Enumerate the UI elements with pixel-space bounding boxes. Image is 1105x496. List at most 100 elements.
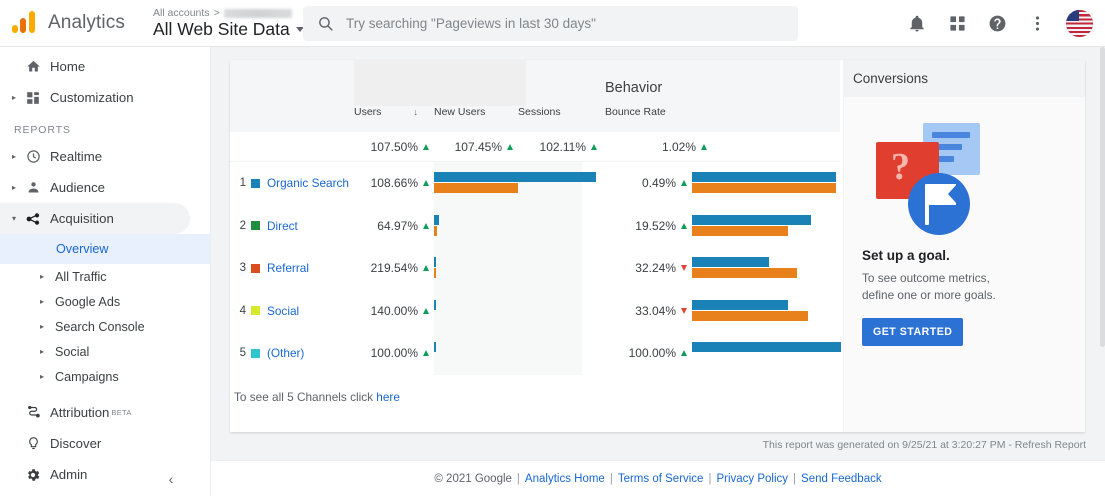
chevron-right-icon: ▸ <box>11 152 16 161</box>
column-header-sessions[interactable]: Sessions <box>518 106 561 118</box>
footer: © 2021 Google | Analytics Home | Terms o… <box>211 460 1105 496</box>
see-all-link[interactable]: here <box>376 390 400 404</box>
more-vert-icon[interactable] <box>1026 13 1048 35</box>
breadcrumb-separator: > <box>213 7 220 19</box>
bounce-bar-orange <box>692 310 808 321</box>
summary-users: 107.50% <box>354 140 434 154</box>
help-icon[interactable] <box>986 13 1008 35</box>
footer-link-privacy[interactable]: Privacy Policy <box>716 472 789 485</box>
sidebar-subitem-overview[interactable]: Overview <box>0 234 210 264</box>
sidebar-subitem-campaigns[interactable]: ▸ Campaigns <box>0 364 210 389</box>
channel-name[interactable]: (Other) <box>267 346 305 361</box>
row-bounce-metric: 33.04% <box>582 304 692 318</box>
sidebar-item-attribution[interactable]: Attribution BETA <box>0 397 210 428</box>
channel-color-swatch <box>251 306 260 316</box>
account-selector[interactable]: All accounts > All Web Site Data <box>153 8 304 38</box>
home-icon <box>20 59 46 74</box>
conversions-body: ? Set up a goal. To see outcome metrics,… <box>844 97 1085 347</box>
top-bar: Analytics All accounts > All Web Site Da… <box>0 0 1105 47</box>
row-bounce-metric: 19.52% <box>582 219 692 233</box>
chevron-right-icon: ▸ <box>40 272 45 281</box>
avatar[interactable] <box>1066 10 1093 37</box>
channel-name[interactable]: Referral <box>267 261 309 276</box>
sidebar-subitem-label: Search Console <box>55 319 145 334</box>
bounce-bar-orange <box>692 225 788 236</box>
arrow-up-icon <box>681 350 687 357</box>
column-header-users[interactable]: Users ↓ <box>354 106 419 118</box>
channel-name[interactable]: Direct <box>267 218 298 233</box>
sidebar-subitem-social[interactable]: ▸ Social <box>0 339 210 364</box>
page-scrollbar[interactable] <box>1100 47 1105 496</box>
channel-name[interactable]: Organic Search <box>267 176 349 191</box>
chevron-left-icon[interactable]: ‹ <box>168 471 174 487</box>
sidebar-subitem-google-ads[interactable]: ▸ Google Ads <box>0 289 210 314</box>
table-row[interactable]: 5 (Other) 100.00% 100.00% <box>230 332 841 375</box>
attribution-icon <box>20 405 46 420</box>
sidebar-item-realtime[interactable]: ▸ Realtime <box>0 141 210 172</box>
table-row[interactable]: 2 Direct 64.97% 19.52% <box>230 204 840 247</box>
users-bar-orange <box>434 183 519 193</box>
row-index: 3 <box>239 262 246 275</box>
flag-pole-icon <box>925 184 929 225</box>
breadcrumb-all-accounts[interactable]: All accounts <box>152 7 210 19</box>
arrow-down-icon <box>681 307 687 314</box>
sidebar-subitem-search-console[interactable]: ▸ Search Console <box>0 314 210 339</box>
row-users-bars <box>434 204 582 247</box>
bell-icon[interactable] <box>906 13 928 35</box>
search-icon <box>319 17 333 31</box>
sidebar-item-home[interactable]: Home <box>0 51 210 82</box>
group-behavior: Behavior <box>605 80 663 96</box>
row-channel: 5 (Other) <box>230 346 354 360</box>
sidebar-subitem-all-traffic[interactable]: ▸ All Traffic <box>0 264 210 289</box>
column-header-bounce-rate[interactable]: Bounce Rate <box>605 106 666 118</box>
search-input[interactable] <box>346 16 784 31</box>
footer-link-terms[interactable]: Terms of Service <box>617 472 704 485</box>
conversions-title: Conversions <box>844 60 1085 97</box>
scrollbar-thumb[interactable] <box>1100 47 1105 347</box>
footer-link-feedback[interactable]: Send Feedback <box>801 472 882 485</box>
channel-name[interactable]: Social <box>267 303 300 318</box>
sidebar-item-admin[interactable]: Admin <box>0 459 210 490</box>
sort-descending-icon[interactable]: ↓ <box>413 107 419 117</box>
sidebar-subitem-label: Campaigns <box>55 369 119 384</box>
sidebar-item-discover[interactable]: Discover <box>0 428 210 459</box>
sidebar-section-reports: REPORTS <box>14 124 71 136</box>
chevron-right-icon: ▸ <box>11 93 16 102</box>
column-header-new-users[interactable]: New Users <box>434 106 486 118</box>
sidebar-item-acquisition[interactable]: ▾ Acquisition <box>0 203 190 234</box>
row-index: 5 <box>239 347 246 360</box>
property-name[interactable]: All Web Site Data <box>152 18 304 39</box>
gear-icon <box>20 467 46 483</box>
bounce-bar-blue <box>692 299 788 310</box>
channel-color-swatch <box>251 221 260 231</box>
users-bar-blue <box>434 299 436 310</box>
row-users-metric: 100.00% <box>354 346 434 360</box>
footer-link-analytics-home[interactable]: Analytics Home <box>524 472 605 485</box>
row-bounce-bars <box>692 332 841 375</box>
arrow-up-icon <box>423 265 429 272</box>
sidebar-item-label: Discover <box>50 436 102 451</box>
table-row[interactable]: 4 Social 140.00% 33.04% <box>230 289 840 332</box>
arrow-up-icon <box>681 222 687 229</box>
search-box[interactable] <box>303 6 798 41</box>
sidebar-item-audience[interactable]: ▸ Audience <box>0 172 210 203</box>
sidebar-item-label: Realtime <box>50 149 103 164</box>
refresh-report-link[interactable]: Refresh Report <box>1014 439 1086 451</box>
row-channel: 4 Social <box>230 304 354 318</box>
row-users-metric: 64.97% <box>354 219 434 233</box>
analytics-logo[interactable] <box>0 11 46 35</box>
table-row[interactable]: 3 Referral 219.54% 32.24% <box>230 247 840 290</box>
see-all-channels: To see all 5 Channels click here <box>234 390 400 404</box>
row-bounce-metric: 0.49% <box>582 176 692 190</box>
row-channel: 1 Organic Search <box>230 176 354 190</box>
table-row[interactable]: 1 Organic Search 108.66% 0.49% <box>230 162 840 205</box>
apps-grid-icon[interactable] <box>946 13 968 35</box>
arrow-up-icon <box>423 143 429 150</box>
get-started-button[interactable]: GET STARTED <box>862 318 964 347</box>
brand-title: Analytics <box>48 12 125 33</box>
property-label: All Web Site Data <box>152 18 290 39</box>
sidebar-item-customization[interactable]: ▸ Customization <box>0 82 210 113</box>
breadcrumb-account-redacted <box>223 8 292 18</box>
users-bar-orange <box>434 225 438 236</box>
